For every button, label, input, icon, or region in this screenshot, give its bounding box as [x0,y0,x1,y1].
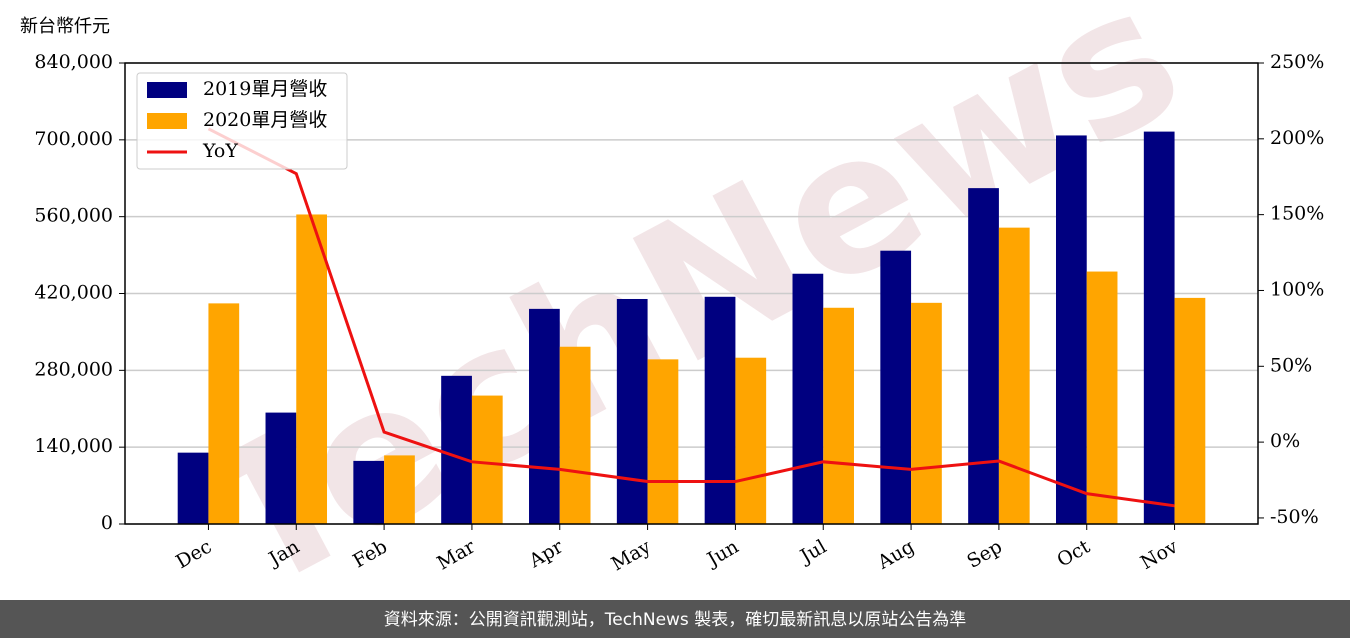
x-tick-label: May [608,535,655,575]
bar [208,303,240,524]
x-tick-label: Apr [525,535,568,572]
bar [177,452,209,524]
legend-label: 2019單月營收 [203,78,327,100]
y2-tick-label: 0% [1270,430,1300,452]
bar [823,307,854,524]
legend-label: 2020單月營收 [203,109,327,131]
unit-label: 新台幣仟元 [20,16,110,37]
x-tick-label: Oct [1053,535,1094,571]
x-tick-label: Dec [172,536,215,574]
bar [704,296,736,524]
y-tick-label: 420,000 [34,282,113,304]
bar [529,308,560,524]
bar [471,395,503,524]
y-tick-label: 700,000 [34,128,113,150]
x-tick-label: Nov [1137,535,1182,574]
bar [384,455,415,524]
y-tick-label: 140,000 [34,435,113,457]
bar [735,357,767,524]
footer-bar [0,600,1350,638]
y2-tick-label: 200% [1270,127,1324,149]
bar [998,227,1030,524]
bar [880,250,912,524]
bar [1174,297,1206,524]
footer: 資料來源：公開資訊觀測站，TechNews 製表，確切最新訊息以原站公告為準 [384,610,966,630]
bar [441,375,472,524]
legend-swatch [147,113,187,129]
y-tick-label: 0 [101,512,113,534]
bar [911,302,942,524]
bar [559,346,591,524]
bar [616,298,648,524]
bar [968,188,999,524]
bar [1086,271,1118,524]
y2-tick-label: 250% [1270,51,1324,73]
legend-label: YoY [202,140,238,162]
bar [647,359,679,524]
line [207,127,1175,508]
x-tick-label: Jul [795,536,830,569]
bar [296,214,328,524]
bar [1055,135,1087,524]
x-tick-label: Aug [873,536,918,575]
y-tick-label: 840,000 [34,51,113,73]
bar [792,273,824,524]
y2-tick-label: 50% [1270,354,1312,376]
x-tick-label: Sep [963,536,1006,573]
y2-tick-label: -50% [1270,506,1319,528]
bar [1143,131,1175,524]
y2-tick-label: 150% [1270,203,1324,225]
y-tick-label: 560,000 [34,205,113,227]
bar [353,460,385,524]
legend-swatch [147,82,187,98]
x-tick-label: Jun [702,536,743,572]
y-tick-label: 280,000 [34,358,113,380]
bar [265,412,297,524]
y2-tick-label: 100% [1270,278,1324,300]
legend-box [136,72,348,170]
plot-frame [124,62,1259,525]
